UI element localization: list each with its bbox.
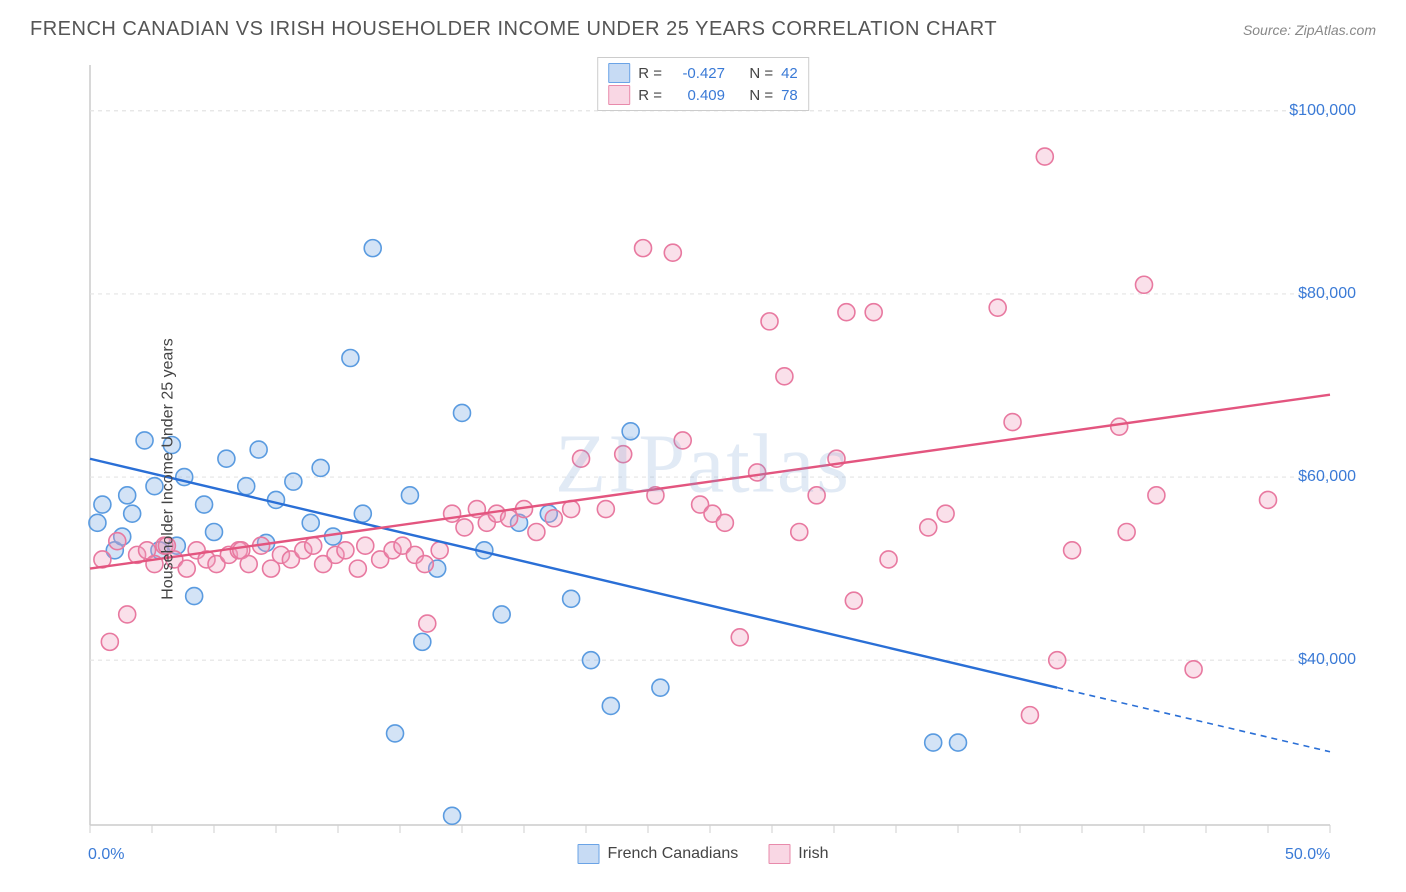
correlation-legend: R = -0.427 N = 42 R = 0.409 N = 78 [597, 57, 809, 111]
y-axis-tick-label: $80,000 [1298, 285, 1356, 303]
chart-header: FRENCH CANADIAN VS IRISH HOUSEHOLDER INC… [30, 18, 1376, 41]
x-axis-tick-label: 50.0% [1285, 846, 1330, 864]
correlation-legend-row: R = 0.409 N = 78 [608, 84, 798, 106]
chart-title: FRENCH CANADIAN VS IRISH HOUSEHOLDER INC… [30, 18, 997, 41]
swatch-french [578, 844, 600, 864]
y-axis-tick-label: $40,000 [1298, 651, 1356, 669]
source-credit: Source: ZipAtlas.com [1243, 22, 1376, 38]
legend-item-irish: Irish [768, 844, 828, 864]
y-axis-tick-label: $100,000 [1289, 102, 1356, 120]
swatch-irish [768, 844, 790, 864]
series-legend: French Canadians Irish [578, 844, 829, 864]
y-axis-label: Householder Income Under 25 years [160, 338, 178, 599]
x-axis-tick-label: 0.0% [88, 846, 124, 864]
y-axis-tick-label: $60,000 [1298, 468, 1356, 486]
chart-container: Householder Income Under 25 years ZIPatl… [30, 55, 1376, 882]
swatch-irish [608, 85, 630, 105]
swatch-french [608, 63, 630, 83]
legend-item-french: French Canadians [578, 844, 739, 864]
source-link[interactable]: ZipAtlas.com [1295, 22, 1376, 38]
correlation-legend-row: R = -0.427 N = 42 [608, 62, 798, 84]
scatter-chart [30, 55, 1376, 875]
